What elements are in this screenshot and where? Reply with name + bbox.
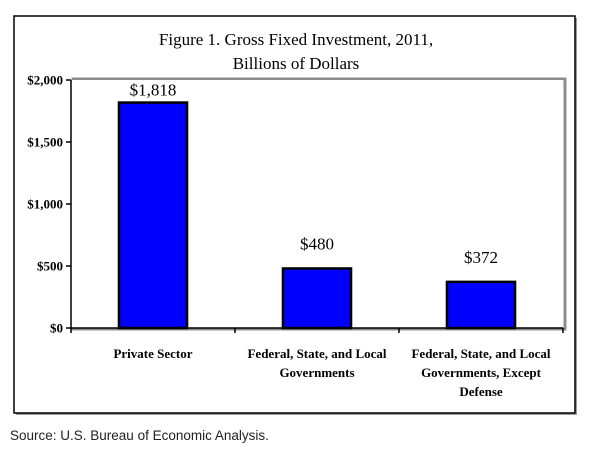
- bar-value-label: $1,818: [130, 81, 177, 100]
- y-tick-label: $1,500: [27, 135, 63, 150]
- category-label: Governments: [279, 365, 354, 380]
- value-labels: $1,818 $480 $372: [130, 81, 498, 267]
- y-tick-label: $500: [37, 259, 63, 274]
- y-tick-label: $0: [50, 321, 63, 336]
- y-axis: $0 $500 $1,000 $1,500 $2,000: [27, 73, 72, 336]
- bar: [117, 101, 189, 330]
- category-label: Defense: [459, 384, 503, 399]
- bar: [445, 280, 517, 330]
- category-label: Private Sector: [113, 346, 192, 361]
- bar: [281, 267, 353, 330]
- bar-value-label: $372: [464, 248, 498, 267]
- chart-title: Figure 1. Gross Fixed Investment, 2011,: [159, 30, 433, 49]
- y-tick-label: $2,000: [27, 73, 63, 88]
- category-label: Governments, Except: [421, 365, 542, 380]
- category-label: Federal, State, and Local: [247, 346, 386, 361]
- bars: [117, 101, 517, 330]
- bar-value-label: $480: [300, 234, 334, 253]
- chart-subtitle: Billions of Dollars: [233, 54, 360, 73]
- category-labels: Private Sector Federal, State, and Local G…: [113, 346, 550, 399]
- category-label: Federal, State, and Local: [411, 346, 550, 361]
- source-note: Source: U.S. Bureau of Economic Analysis…: [10, 428, 269, 443]
- y-tick-label: $1,000: [27, 197, 63, 212]
